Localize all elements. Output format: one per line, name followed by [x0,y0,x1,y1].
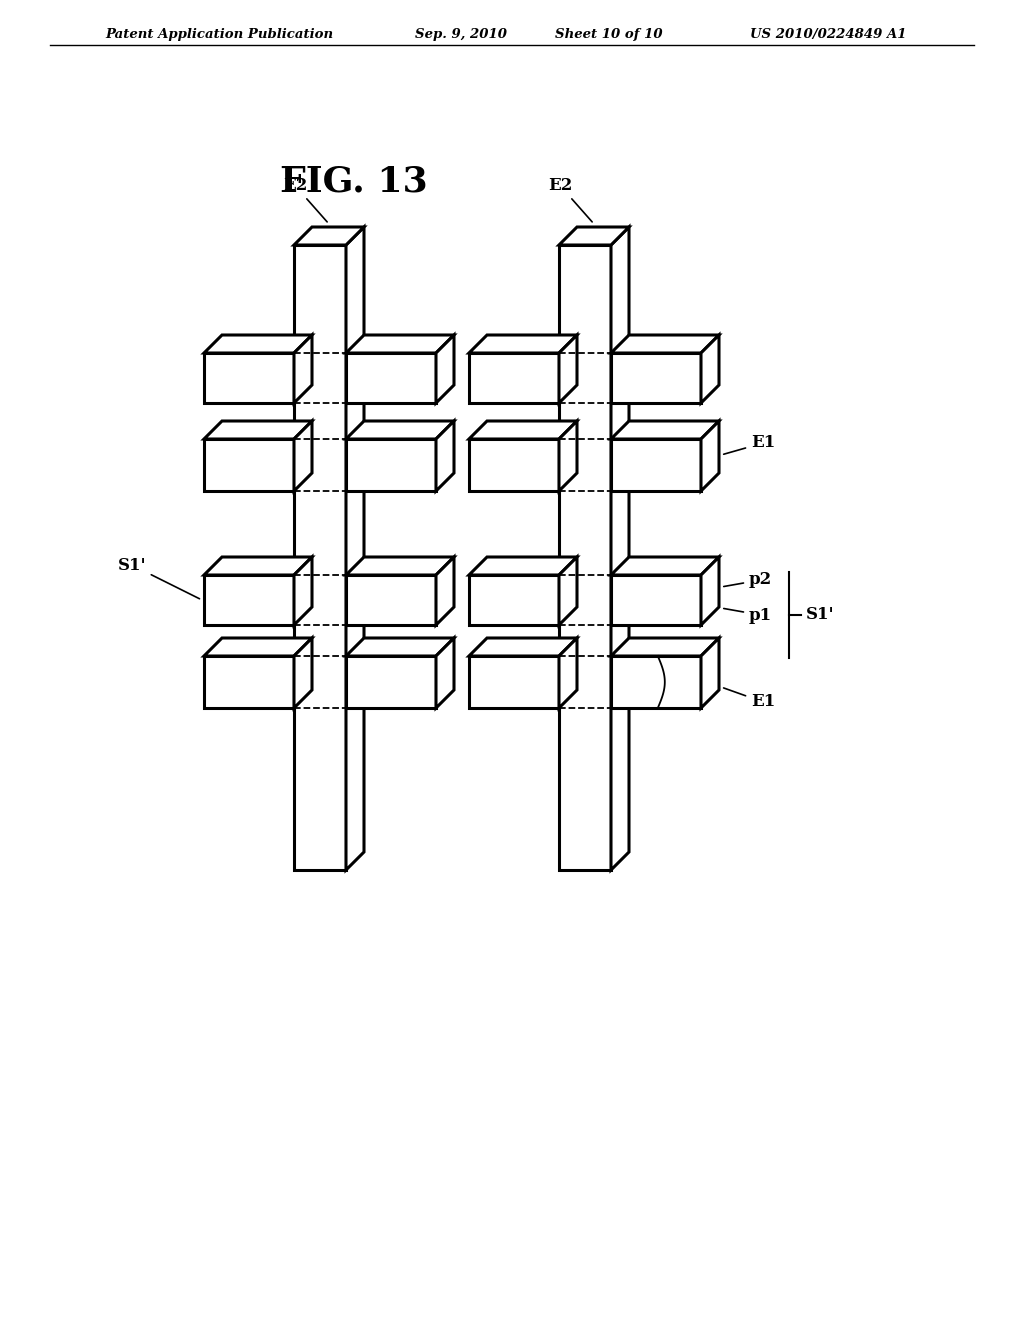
Polygon shape [436,557,454,624]
Polygon shape [559,638,577,708]
Polygon shape [611,335,719,352]
Polygon shape [204,557,312,576]
Polygon shape [204,638,312,656]
Polygon shape [469,352,559,403]
Polygon shape [611,557,719,576]
Polygon shape [346,227,364,870]
Polygon shape [469,576,559,624]
Polygon shape [611,352,701,403]
Polygon shape [294,557,312,624]
Polygon shape [611,638,719,656]
Text: FIG. 13: FIG. 13 [280,165,428,199]
Polygon shape [436,335,454,403]
Polygon shape [346,440,436,491]
Text: p2: p2 [724,572,772,589]
Polygon shape [701,638,719,708]
Polygon shape [204,335,312,352]
Polygon shape [559,335,577,403]
Polygon shape [204,352,294,403]
Polygon shape [701,421,719,491]
Polygon shape [346,335,454,352]
Text: E1: E1 [724,688,775,710]
Polygon shape [294,421,312,491]
Polygon shape [204,576,294,624]
Polygon shape [294,335,312,403]
Polygon shape [204,656,294,708]
Polygon shape [701,335,719,403]
Polygon shape [611,656,701,708]
Text: p1: p1 [724,606,772,623]
Polygon shape [469,557,577,576]
Polygon shape [559,421,577,491]
Text: S1': S1' [806,606,835,623]
Polygon shape [611,576,701,624]
Text: Patent Application Publication: Patent Application Publication [105,28,333,41]
Polygon shape [346,656,436,708]
Text: Sep. 9, 2010: Sep. 9, 2010 [415,28,507,41]
Polygon shape [469,638,577,656]
Polygon shape [204,421,312,440]
Polygon shape [701,557,719,624]
Polygon shape [469,421,577,440]
Text: E2: E2 [283,177,327,222]
Polygon shape [346,576,436,624]
Polygon shape [469,440,559,491]
Text: Sheet 10 of 10: Sheet 10 of 10 [555,28,663,41]
Polygon shape [559,227,629,246]
Polygon shape [204,440,294,491]
Polygon shape [611,421,719,440]
Polygon shape [436,638,454,708]
Polygon shape [294,638,312,708]
Polygon shape [346,352,436,403]
Text: US 2010/0224849 A1: US 2010/0224849 A1 [750,28,906,41]
Polygon shape [346,638,454,656]
Text: S1': S1' [118,557,200,599]
Polygon shape [436,421,454,491]
Text: E2: E2 [548,177,592,222]
Bar [294,246,346,870]
Polygon shape [346,421,454,440]
Polygon shape [611,440,701,491]
Polygon shape [346,557,454,576]
Bar [559,246,611,870]
Polygon shape [611,227,629,870]
Text: E1: E1 [724,434,775,454]
Polygon shape [559,557,577,624]
Polygon shape [469,656,559,708]
Polygon shape [469,335,577,352]
Polygon shape [294,227,364,246]
